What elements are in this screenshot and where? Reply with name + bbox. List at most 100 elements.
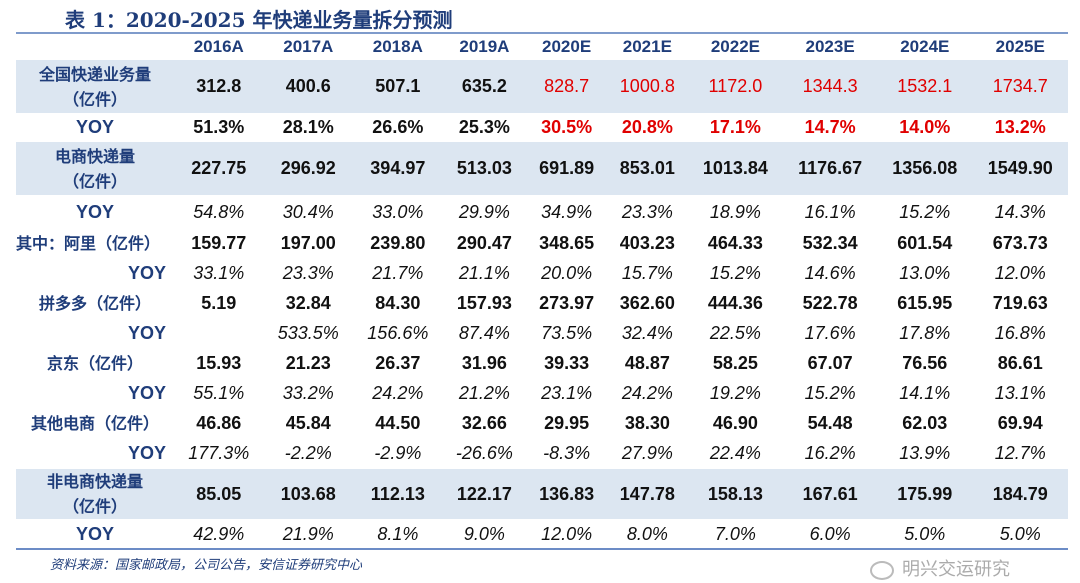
value-cell: 312.8 bbox=[174, 60, 264, 113]
value-cell: 13.1% bbox=[994, 383, 1046, 403]
value-cell: 27.9% bbox=[621, 443, 673, 463]
wechat-icon bbox=[870, 560, 894, 580]
value-cell: 20.0% bbox=[541, 263, 593, 283]
value-cell: 15.7% bbox=[621, 263, 673, 283]
value-cell: 853.01 bbox=[606, 142, 688, 195]
value-cell: 73.5% bbox=[541, 323, 593, 343]
value-cell: 24.2% bbox=[621, 383, 673, 403]
value-cell: 18.9% bbox=[709, 201, 761, 222]
value-cell: 15.2% bbox=[899, 201, 951, 222]
value-cell: 362.60 bbox=[619, 293, 675, 313]
value-cell: 15.2% bbox=[709, 263, 761, 283]
value-cell: 42.9% bbox=[193, 523, 245, 544]
value-cell: 14.0% bbox=[899, 117, 951, 137]
value-cell: -2.9% bbox=[374, 443, 422, 463]
value-cell: 13.9% bbox=[899, 443, 951, 463]
value-cell: 46.86 bbox=[196, 413, 242, 433]
value-cell: 29.9% bbox=[458, 201, 510, 222]
value-cell: 156.6% bbox=[367, 323, 429, 343]
value-cell: 23.1% bbox=[541, 383, 593, 403]
watermark: 明兴交运研究 bbox=[870, 555, 1010, 581]
value-cell: 103.68 bbox=[263, 469, 354, 519]
value-cell: 16.1% bbox=[804, 201, 856, 222]
value-cell: -26.6% bbox=[455, 443, 513, 463]
value-cell: 533.5% bbox=[277, 323, 339, 343]
value-cell: 1172.0 bbox=[687, 60, 784, 113]
value-cell: 46.90 bbox=[712, 413, 758, 433]
value-cell: 1549.90 bbox=[972, 142, 1068, 195]
value-cell: 158.13 bbox=[687, 469, 784, 519]
value-cell: 296.92 bbox=[263, 142, 354, 195]
column-header: 2019A bbox=[459, 37, 510, 56]
value-cell: 197.00 bbox=[280, 233, 336, 253]
value-cell: 601.54 bbox=[897, 233, 953, 253]
value-cell: 828.7 bbox=[526, 60, 607, 113]
row-label: 非电商快递量 （亿件） bbox=[16, 469, 174, 519]
value-cell: 54.48 bbox=[807, 413, 853, 433]
column-header: 2020E bbox=[542, 37, 592, 56]
row-label-line: 非电商快递量 bbox=[46, 472, 143, 491]
table-row: YOY 54.8% 30.4% 33.0% 29.9% 34.9% 23.3% 18.9% 16… bbox=[16, 195, 1068, 229]
value-cell: 1344.3 bbox=[783, 60, 878, 113]
top-rule bbox=[16, 32, 1068, 34]
value-cell: 58.25 bbox=[712, 353, 758, 373]
value-cell: 227.75 bbox=[174, 142, 264, 195]
value-cell: 30.5% bbox=[541, 117, 593, 137]
value-cell: 14.1% bbox=[899, 383, 951, 403]
row-label: 其中：阿里（亿件） bbox=[16, 234, 161, 253]
value-cell: -8.3% bbox=[543, 443, 591, 463]
table-row: YOY 533.5% 156.6% 87.4% 73.5% 32.4% 22.5% 17.6%… bbox=[16, 318, 1068, 349]
value-cell: 32.84 bbox=[285, 293, 331, 313]
value-cell: 12.7% bbox=[994, 443, 1046, 463]
value-cell: 8.1% bbox=[377, 523, 419, 544]
row-label: 拼多多（亿件） bbox=[38, 294, 151, 313]
value-cell: 21.23 bbox=[285, 353, 331, 373]
value-cell: 17.1% bbox=[709, 117, 761, 137]
value-cell: 1000.8 bbox=[606, 60, 688, 113]
value-cell: 17.6% bbox=[804, 323, 856, 343]
value-cell: 16.2% bbox=[804, 443, 856, 463]
value-cell: 24.2% bbox=[372, 383, 424, 403]
table-row: 其中：阿里（亿件） 159.77 197.00 239.80 290.47 348.65 4… bbox=[16, 229, 1068, 258]
value-cell: 51.3% bbox=[193, 117, 245, 137]
value-cell: -2.2% bbox=[284, 443, 332, 463]
value-cell: 55.1% bbox=[193, 383, 245, 403]
value-cell: 26.6% bbox=[372, 117, 424, 137]
value-cell: 17.8% bbox=[899, 323, 951, 343]
value-cell: 13.0% bbox=[899, 263, 951, 283]
value-cell: 136.83 bbox=[526, 469, 607, 519]
value-cell: 5.0% bbox=[999, 523, 1041, 544]
table-row: 其他电商（亿件） 46.86 45.84 44.50 32.66 29.95 38.30 46… bbox=[16, 409, 1068, 438]
value-cell: 84.30 bbox=[375, 293, 421, 313]
value-cell: 44.50 bbox=[375, 413, 421, 433]
value-cell bbox=[174, 318, 264, 349]
value-cell: 22.5% bbox=[709, 323, 761, 343]
row-label: YOY bbox=[75, 117, 114, 137]
value-cell: 33.2% bbox=[282, 383, 334, 403]
source-note: 资料来源：国家邮政局，公司公告，安信证券研究中心 bbox=[50, 558, 363, 573]
value-cell: 5.19 bbox=[201, 293, 237, 313]
table-row: 非电商快递量 （亿件） 85.05 103.68 112.13 122.17 136.83 1… bbox=[16, 469, 1068, 519]
value-cell: 22.4% bbox=[709, 443, 761, 463]
value-cell: 1532.1 bbox=[877, 60, 973, 113]
row-label: YOY bbox=[127, 263, 166, 283]
value-cell: 54.8% bbox=[193, 201, 245, 222]
value-cell: 615.95 bbox=[897, 293, 953, 313]
column-header: 2021E bbox=[622, 37, 672, 56]
table-row: YOY 51.3% 28.1% 26.6% 25.3% 30.5% 20.8% 17.1% 14… bbox=[16, 113, 1068, 142]
value-cell: 76.56 bbox=[902, 353, 948, 373]
value-cell: 635.2 bbox=[442, 60, 527, 113]
value-cell: 28.1% bbox=[282, 117, 334, 137]
value-cell: 348.65 bbox=[539, 233, 595, 253]
value-cell: 719.63 bbox=[992, 293, 1048, 313]
value-cell: 8.0% bbox=[626, 523, 668, 544]
value-cell: 33.1% bbox=[193, 263, 245, 283]
value-cell: 16.8% bbox=[994, 323, 1046, 343]
value-cell: 9.0% bbox=[463, 523, 505, 544]
bottom-rule bbox=[16, 548, 1068, 550]
header-blank bbox=[16, 34, 174, 60]
value-cell: 7.0% bbox=[714, 523, 756, 544]
value-cell: 45.84 bbox=[285, 413, 331, 433]
row-label: YOY bbox=[75, 523, 114, 544]
value-cell: 1734.7 bbox=[972, 60, 1068, 113]
